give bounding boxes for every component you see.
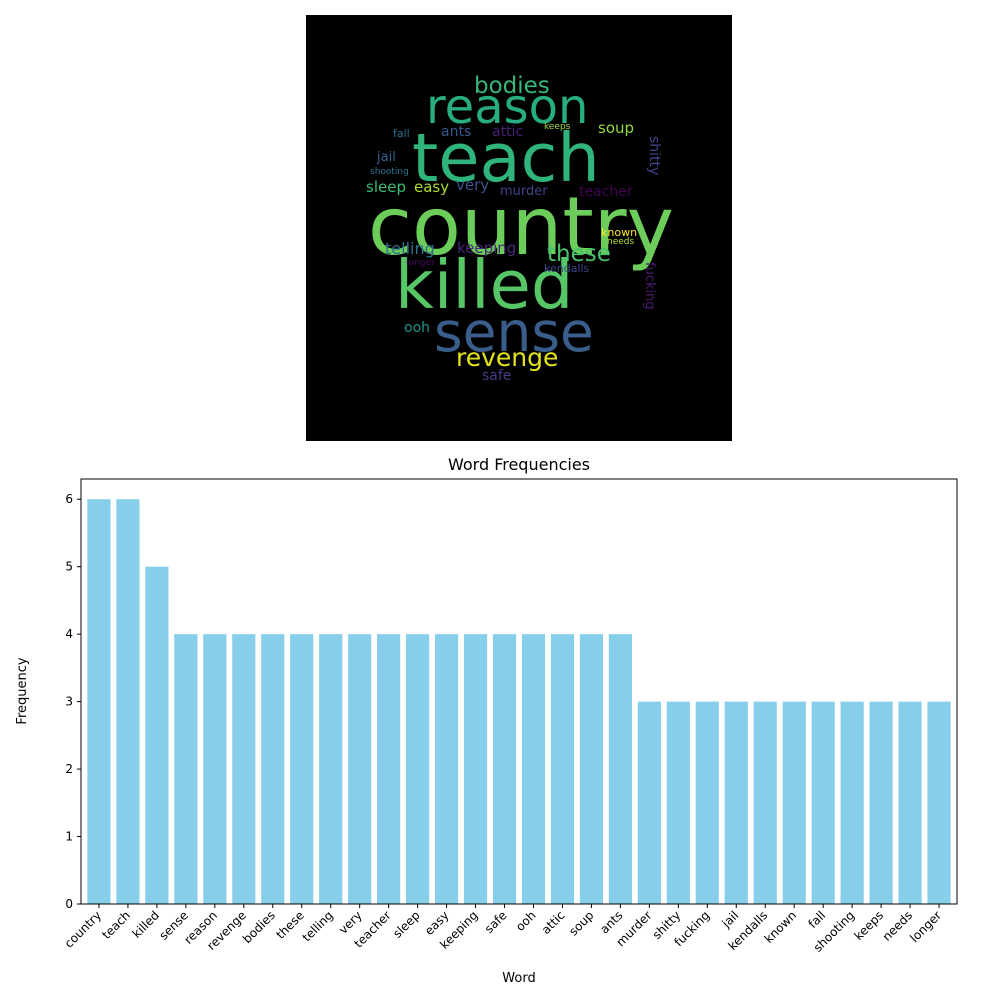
bar-keeping [463,634,488,904]
bar-bodies [261,634,285,904]
y-axis-label: Frequency [15,657,30,724]
x-tick-label: telling [300,908,336,944]
cloud-word-longer: longer [406,258,435,268]
bar-known [782,701,806,904]
bar-telling [319,634,343,904]
cloud-word-ants: ants [441,124,472,140]
cloud-word-revenge: revenge [456,343,559,372]
cloud-word-murder: murder [500,184,548,199]
bar-easy [434,634,459,904]
cloud-word-teacher: teacher [579,184,633,200]
bar-these [290,634,314,904]
cloud-word-reason: reason [426,79,589,135]
y-tick-label: 0 [65,897,73,911]
x-tick-label: country [62,908,104,950]
cloud-word-soup: soup [598,119,635,137]
bar-attic [550,634,575,904]
chart-title: Word Frequencies [448,455,590,474]
bar-soup [579,634,603,904]
y-tick-label: 4 [65,627,73,641]
y-tick-label: 1 [65,830,73,844]
cloud-word-safe: safe [482,368,512,384]
cloud-word-very: very [456,176,490,194]
cloud-word-killed: killed [395,246,574,324]
x-tick-label: sleep [390,908,423,941]
x-tick-label: longer [907,908,944,945]
cloud-word-known: known [601,226,638,239]
bar-fall [811,701,835,904]
bar-fucking [695,701,719,904]
x-tick-label: keeps [851,908,886,943]
bar-ants [608,634,632,904]
bar-revenge [232,634,256,904]
cloud-word-country: country [368,180,674,273]
bar-longer [927,701,951,904]
cloud-word-fucking: fucking [642,262,657,310]
cloud-word-shooting: shooting [370,167,409,177]
cloud-word-jail: jail [377,150,396,165]
bar-chart: Word Frequencies 0 1 2 3 4 5 6 countryteachkil… [15,455,958,986]
bar-murder [637,701,661,904]
x-tick-label: attic [539,908,568,937]
cloud-word-kendalls: kendalls [544,262,590,275]
y-tick-label: 5 [65,560,73,574]
bar-kendalls [753,701,777,904]
cloud-word-sense: sense [434,300,594,364]
cloud-word-keeping: keeping [457,239,517,257]
cloud-word-these: these [547,241,611,267]
x-tick-label: killed [130,908,162,940]
bar-keeps [869,701,893,904]
x-tick-label: ooh [513,908,539,934]
bar-reason [203,634,227,904]
bar-shitty [666,701,690,904]
bar-teacher [377,634,401,904]
x-tick-label: fall [805,908,828,931]
x-tick-label: jail [719,908,742,931]
cloud-word-easy: easy [414,178,450,196]
x-axis-label: Word [502,971,535,986]
x-tick-label: known [762,908,800,946]
bar-shooting [840,701,864,904]
bar-needs [898,701,922,904]
bar-sense [174,634,198,904]
cloud-word-shitty: shitty [646,136,662,176]
x-tick-label: soup [566,908,596,938]
cloud-word-ooh: ooh [404,320,431,336]
cloud-word-fall: fall [393,127,410,140]
y-tick-label: 2 [65,762,73,776]
bar-teach [116,499,140,904]
bar-sleep [406,634,430,904]
bar-country [87,499,111,904]
cloud-word-bodies: bodies [474,73,550,99]
x-tick-label: bodies [240,908,278,946]
y-tick-label: 6 [65,492,73,506]
cloud-word-sleep: sleep [366,178,406,196]
cloud-word-teach: teach [412,119,600,197]
bar-safe [492,634,517,904]
x-tick-label: teach [99,908,133,942]
bar-killed [145,566,169,904]
cloud-word-needs: needs [607,237,635,247]
bar-very [348,634,372,904]
bar-jail [724,701,748,904]
plot-frame [80,478,958,905]
cloud-word-telling: telling [385,239,435,258]
bar-ooh [521,634,546,904]
x-tick-label: safe [482,908,510,936]
word-cloud-image: country teach killed sense reason revenge bodi… [306,15,732,441]
y-tick-label: 3 [65,695,73,709]
cloud-word-keeps: keeps [544,122,571,132]
cloud-word-attic: attic [492,124,524,140]
